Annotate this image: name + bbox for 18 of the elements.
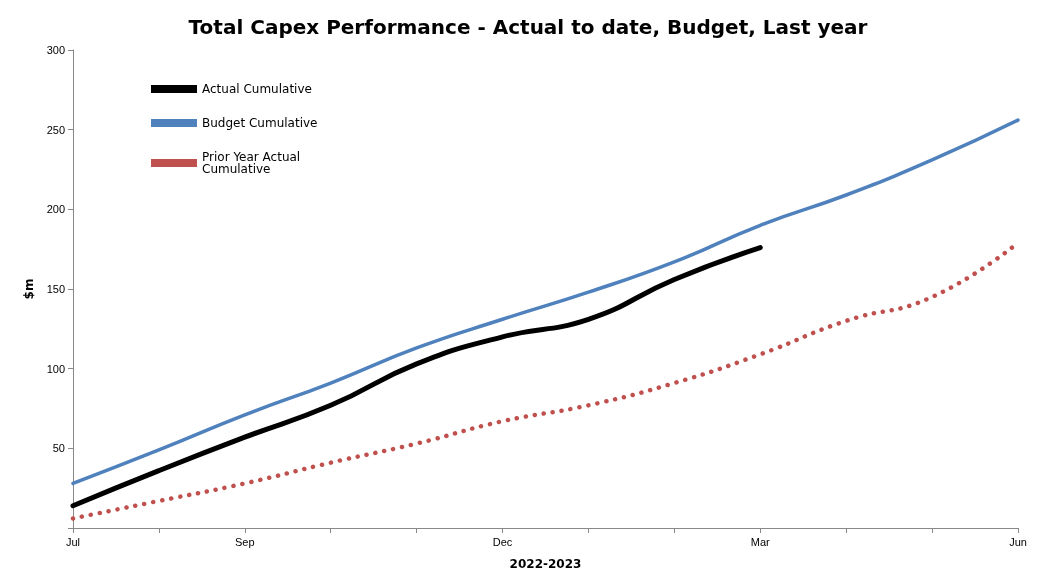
y-tick-label: 100 — [46, 362, 65, 375]
y-tick-label: 300 — [46, 44, 65, 56]
x-tick-label: Sep — [235, 535, 255, 548]
x-axis-title: 2022-2023 — [509, 557, 582, 571]
legend-label: Budget Cumulative — [202, 116, 318, 130]
y-tick-label: 150 — [46, 283, 65, 295]
y-tick-label: 50 — [52, 442, 65, 455]
legend-label: Actual Cumulative — [202, 82, 312, 96]
line-series — [71, 118, 1020, 486]
x-tick-label: Jun — [1009, 535, 1027, 548]
chart-title: Total Capex Performance - Actual to date, Budget, Last year — [188, 15, 868, 39]
x-tick-label: Mar — [750, 535, 771, 548]
y-tick-label: 200 — [46, 203, 65, 216]
x-tick-label: Jul — [65, 535, 81, 548]
y-tick-label: 250 — [46, 123, 65, 136]
legend-label: Prior Year Actual Cumulative — [202, 150, 305, 176]
y-axis-title: $m — [22, 278, 36, 300]
x-tick-label: Dec — [492, 535, 513, 548]
